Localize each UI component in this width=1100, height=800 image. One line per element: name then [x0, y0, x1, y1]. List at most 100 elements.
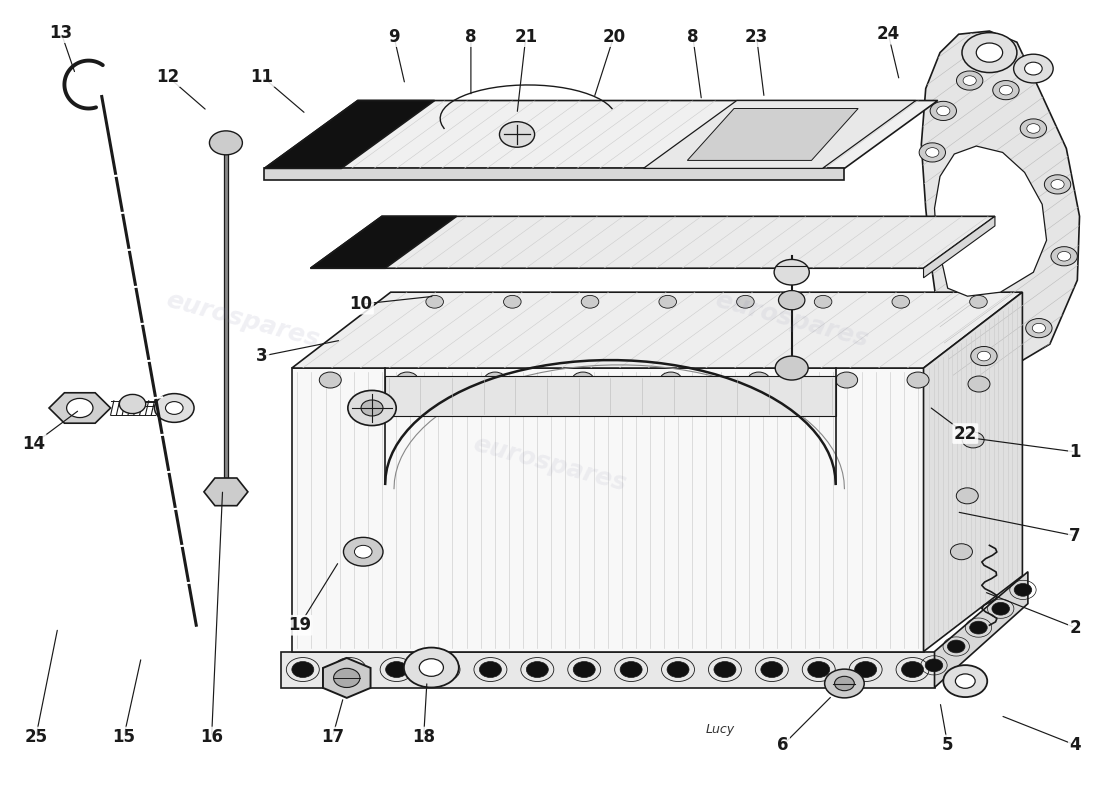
Polygon shape: [688, 109, 858, 161]
Circle shape: [920, 143, 946, 162]
Text: 4: 4: [1069, 736, 1081, 754]
Circle shape: [504, 295, 521, 308]
Circle shape: [1013, 54, 1053, 83]
Text: eurospares: eurospares: [471, 432, 629, 496]
Text: 9: 9: [388, 28, 399, 46]
Circle shape: [902, 662, 924, 678]
Circle shape: [581, 295, 598, 308]
Circle shape: [292, 662, 313, 678]
Circle shape: [992, 81, 1019, 100]
Circle shape: [748, 372, 770, 388]
Text: 8: 8: [465, 28, 476, 46]
Circle shape: [1025, 318, 1052, 338]
Circle shape: [971, 346, 997, 366]
Text: 24: 24: [877, 26, 900, 43]
Circle shape: [908, 372, 930, 388]
Circle shape: [343, 538, 383, 566]
Text: 19: 19: [288, 616, 311, 634]
Text: 21: 21: [515, 28, 538, 46]
Circle shape: [737, 295, 755, 308]
Circle shape: [333, 668, 360, 687]
Polygon shape: [204, 478, 248, 506]
Circle shape: [348, 390, 396, 426]
Polygon shape: [50, 393, 111, 423]
Polygon shape: [935, 572, 1027, 687]
Circle shape: [1024, 62, 1042, 75]
Circle shape: [970, 295, 987, 308]
Circle shape: [339, 662, 361, 678]
Polygon shape: [924, 216, 994, 278]
Text: 16: 16: [200, 728, 223, 746]
Circle shape: [620, 662, 642, 678]
Polygon shape: [922, 31, 1079, 380]
Circle shape: [968, 376, 990, 392]
Text: 1: 1: [1069, 443, 1081, 461]
Text: 18: 18: [412, 728, 436, 746]
Text: 25: 25: [24, 728, 47, 746]
Text: 22: 22: [954, 425, 977, 442]
Circle shape: [209, 131, 242, 155]
Circle shape: [925, 659, 943, 672]
Circle shape: [1032, 323, 1045, 333]
Polygon shape: [292, 292, 1022, 368]
Circle shape: [659, 295, 676, 308]
Circle shape: [825, 669, 865, 698]
Circle shape: [956, 674, 976, 688]
Circle shape: [526, 662, 548, 678]
Polygon shape: [292, 368, 924, 651]
Text: 12: 12: [156, 67, 179, 86]
Circle shape: [999, 86, 1012, 95]
Circle shape: [1057, 251, 1070, 261]
Circle shape: [776, 356, 808, 380]
Polygon shape: [935, 146, 1046, 296]
Circle shape: [814, 295, 832, 308]
Text: 2: 2: [1069, 618, 1081, 637]
Circle shape: [714, 662, 736, 678]
Text: eurospares: eurospares: [163, 288, 322, 352]
Circle shape: [957, 71, 983, 90]
Text: 14: 14: [22, 435, 45, 453]
Circle shape: [572, 372, 594, 388]
Circle shape: [67, 398, 94, 418]
Circle shape: [354, 546, 372, 558]
Circle shape: [1050, 179, 1064, 189]
Circle shape: [361, 400, 383, 416]
Circle shape: [154, 394, 194, 422]
Polygon shape: [264, 101, 434, 169]
Text: 5: 5: [942, 736, 954, 754]
Circle shape: [992, 602, 1010, 615]
Text: 8: 8: [688, 28, 698, 46]
Circle shape: [962, 432, 984, 448]
Circle shape: [499, 122, 535, 147]
Circle shape: [937, 106, 950, 116]
Circle shape: [573, 662, 595, 678]
Circle shape: [779, 290, 805, 310]
Circle shape: [807, 662, 829, 678]
Text: 23: 23: [745, 28, 768, 46]
Polygon shape: [323, 658, 371, 698]
Text: 13: 13: [50, 24, 73, 42]
Circle shape: [836, 372, 858, 388]
Circle shape: [1014, 583, 1032, 596]
Circle shape: [119, 394, 145, 414]
Text: 6: 6: [778, 736, 789, 754]
Circle shape: [964, 76, 977, 86]
Circle shape: [950, 544, 972, 560]
Text: eurospares: eurospares: [712, 288, 871, 352]
Text: 3: 3: [256, 347, 268, 365]
Circle shape: [426, 295, 443, 308]
Circle shape: [480, 662, 502, 678]
Circle shape: [419, 658, 443, 676]
Circle shape: [667, 662, 689, 678]
Polygon shape: [385, 376, 836, 416]
Circle shape: [165, 402, 183, 414]
Circle shape: [386, 662, 408, 678]
Circle shape: [404, 647, 459, 687]
Circle shape: [978, 351, 990, 361]
Circle shape: [660, 372, 682, 388]
Circle shape: [835, 676, 855, 690]
Polygon shape: [310, 216, 994, 268]
Circle shape: [1044, 174, 1070, 194]
Text: Lucy: Lucy: [706, 722, 735, 735]
Circle shape: [944, 665, 987, 697]
